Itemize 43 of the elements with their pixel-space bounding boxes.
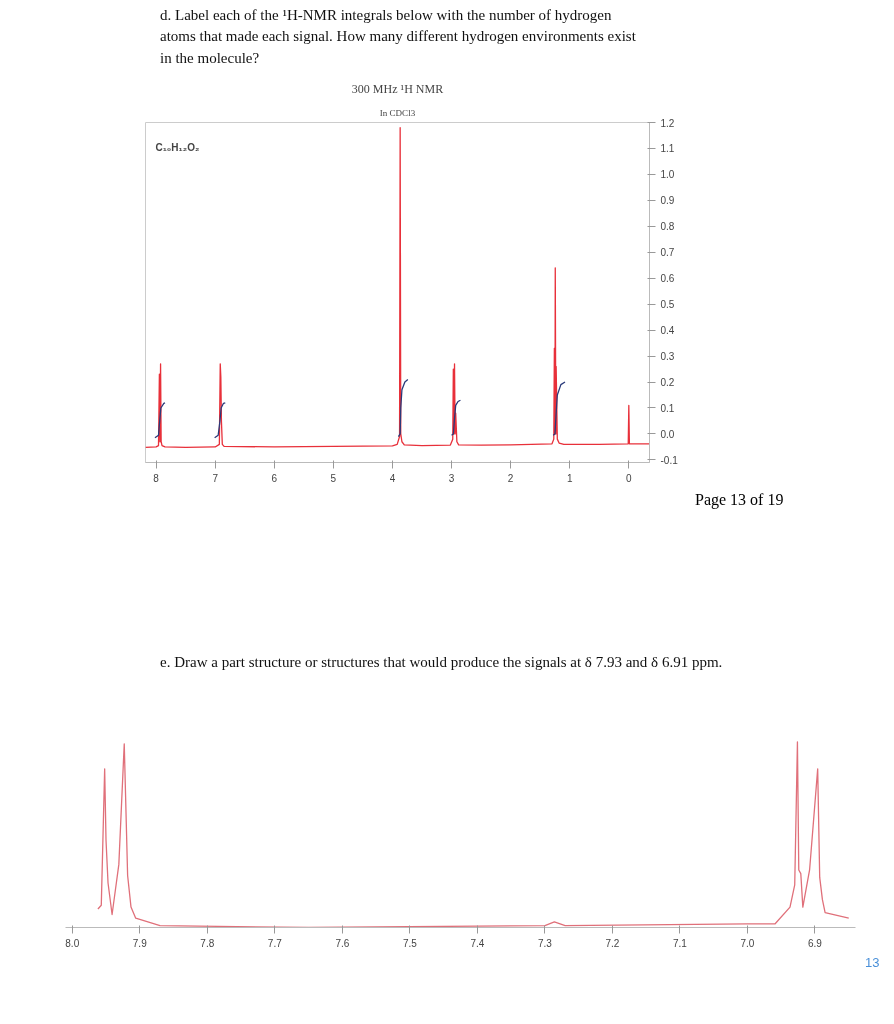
x-tick-label: 8.0	[65, 937, 80, 949]
y-tick-label: 0.9	[660, 195, 675, 207]
text: e. Draw a part structure or structures that would produce the signals at δ 7.93 and δ 6.91 ppm.	[160, 653, 723, 673]
x-tick-label: 7.2	[605, 937, 620, 949]
y-tick-label: 1.2	[660, 117, 675, 129]
x-tick-label: 3	[448, 472, 455, 484]
x-tick-label: 7.3	[537, 937, 553, 949]
x-tick-label: 7.0	[740, 937, 755, 949]
line-series	[145, 127, 650, 449]
y-tick-label: 0.8	[660, 221, 675, 233]
x-tick-label: 7.7	[267, 937, 283, 949]
x-tick-label: 7.8	[200, 937, 215, 949]
y-tick-label: 0.0	[660, 429, 675, 441]
x-tick-label: 2	[507, 472, 514, 484]
y-tick-label: 0.6	[660, 273, 675, 285]
x-tick-label: 7.9	[132, 937, 148, 949]
y-tick-label: 0.1	[660, 403, 675, 415]
y-tick-label: 0.3	[660, 351, 675, 363]
text: Page 13 of 19	[695, 490, 784, 511]
x-tick-label: 7.6	[335, 937, 350, 949]
y-tick-label: -0.1	[660, 455, 679, 467]
y-tick-label: 0.4	[660, 325, 675, 337]
y-tick-label: 1.1	[660, 143, 675, 155]
chart-title: 300 MHz ¹H NMR	[351, 81, 444, 96]
x-tick-label: 7.1	[672, 937, 688, 949]
x-tick-label: 0	[626, 472, 633, 484]
y-tick-label: 0.5	[660, 299, 675, 311]
x-tick-label: 7.4	[470, 937, 485, 949]
x-tick-label: 6.9	[808, 937, 823, 949]
text: 13	[865, 953, 880, 972]
y-tick-label: 0.2	[660, 377, 675, 389]
y-tick-label: 0.7	[660, 247, 675, 259]
text: d. Label each of the ¹H-NMR integrals below with the number of hydrogen atoms that made each signal. How many different hydrogen environments exist in the molecule?	[160, 6, 637, 68]
y-tick-label: 1.0	[660, 169, 675, 181]
annotation: C₁₀H₁₂O₂	[155, 141, 200, 153]
x-tick-label: 7.5	[402, 937, 418, 949]
x-tick-label: 4	[389, 472, 396, 484]
chart-subtitle: In CDCl3	[379, 107, 416, 118]
x-tick-label: 8	[153, 472, 160, 484]
x-tick-label: 1	[566, 472, 573, 484]
x-tick-label: 6	[271, 472, 278, 484]
x-tick-label: 7	[212, 472, 219, 484]
x-tick-label: 5	[330, 472, 337, 484]
